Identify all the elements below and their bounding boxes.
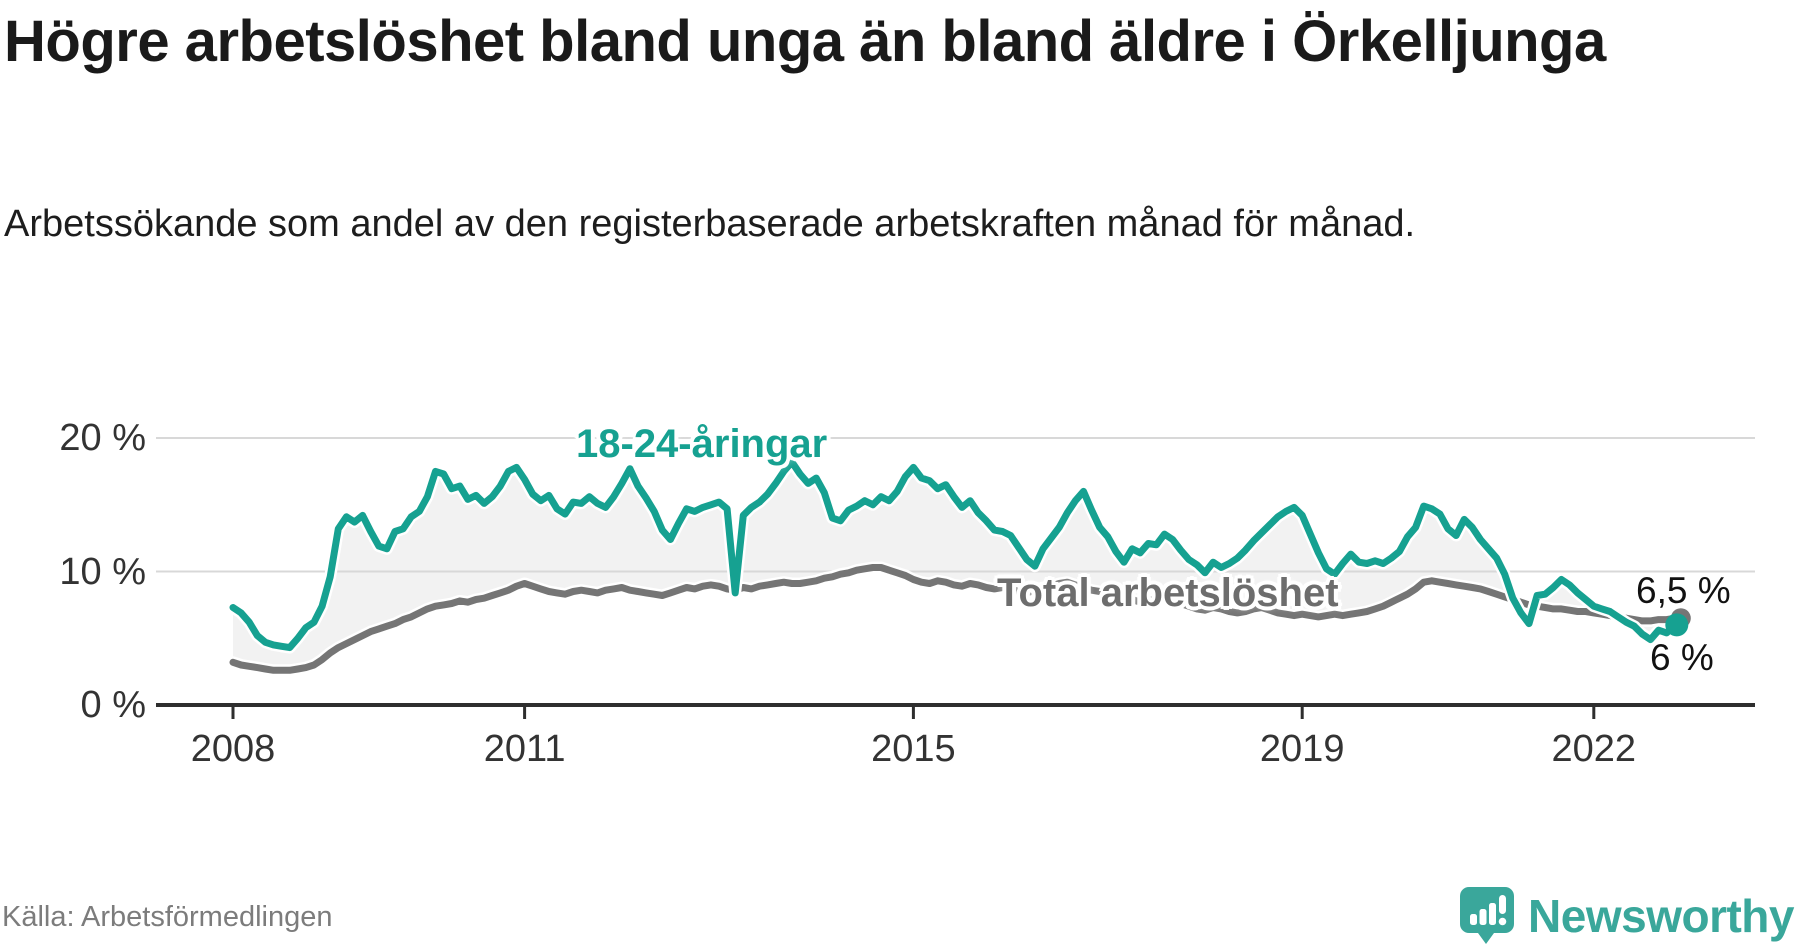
- series-label-total: Total arbetslöshet: [997, 571, 1339, 615]
- series-label-youth: 18-24-åringar: [576, 422, 828, 466]
- x-tick-label: 2019: [1259, 728, 1345, 770]
- end-value-label-total: 6,5 %: [1636, 570, 1731, 611]
- end-value-label-youth: 6 %: [1650, 637, 1714, 678]
- x-tick-label: 2008: [190, 728, 276, 770]
- source-note: Källa: Arbetsförmedlingen: [2, 901, 333, 933]
- x-tick-label: 2011: [483, 728, 566, 770]
- newsworthy-bubble-icon: [1460, 887, 1515, 944]
- y-tick-label: 10 %: [59, 550, 146, 593]
- y-tick-label: 0 %: [80, 684, 146, 726]
- page-title: Högre arbetslöshet bland unga än bland ä…: [4, 9, 1606, 74]
- x-tick-label: 2015: [871, 728, 956, 770]
- newsworthy-wordmark: Newsworthy: [1528, 890, 1794, 942]
- y-tick-label: 20 %: [59, 417, 146, 459]
- newsworthy-logo: Newsworthy: [1459, 886, 1794, 946]
- page-subtitle: Arbetssökande som andel av den registerb…: [4, 203, 1416, 245]
- x-tick-label: 2022: [1551, 728, 1637, 770]
